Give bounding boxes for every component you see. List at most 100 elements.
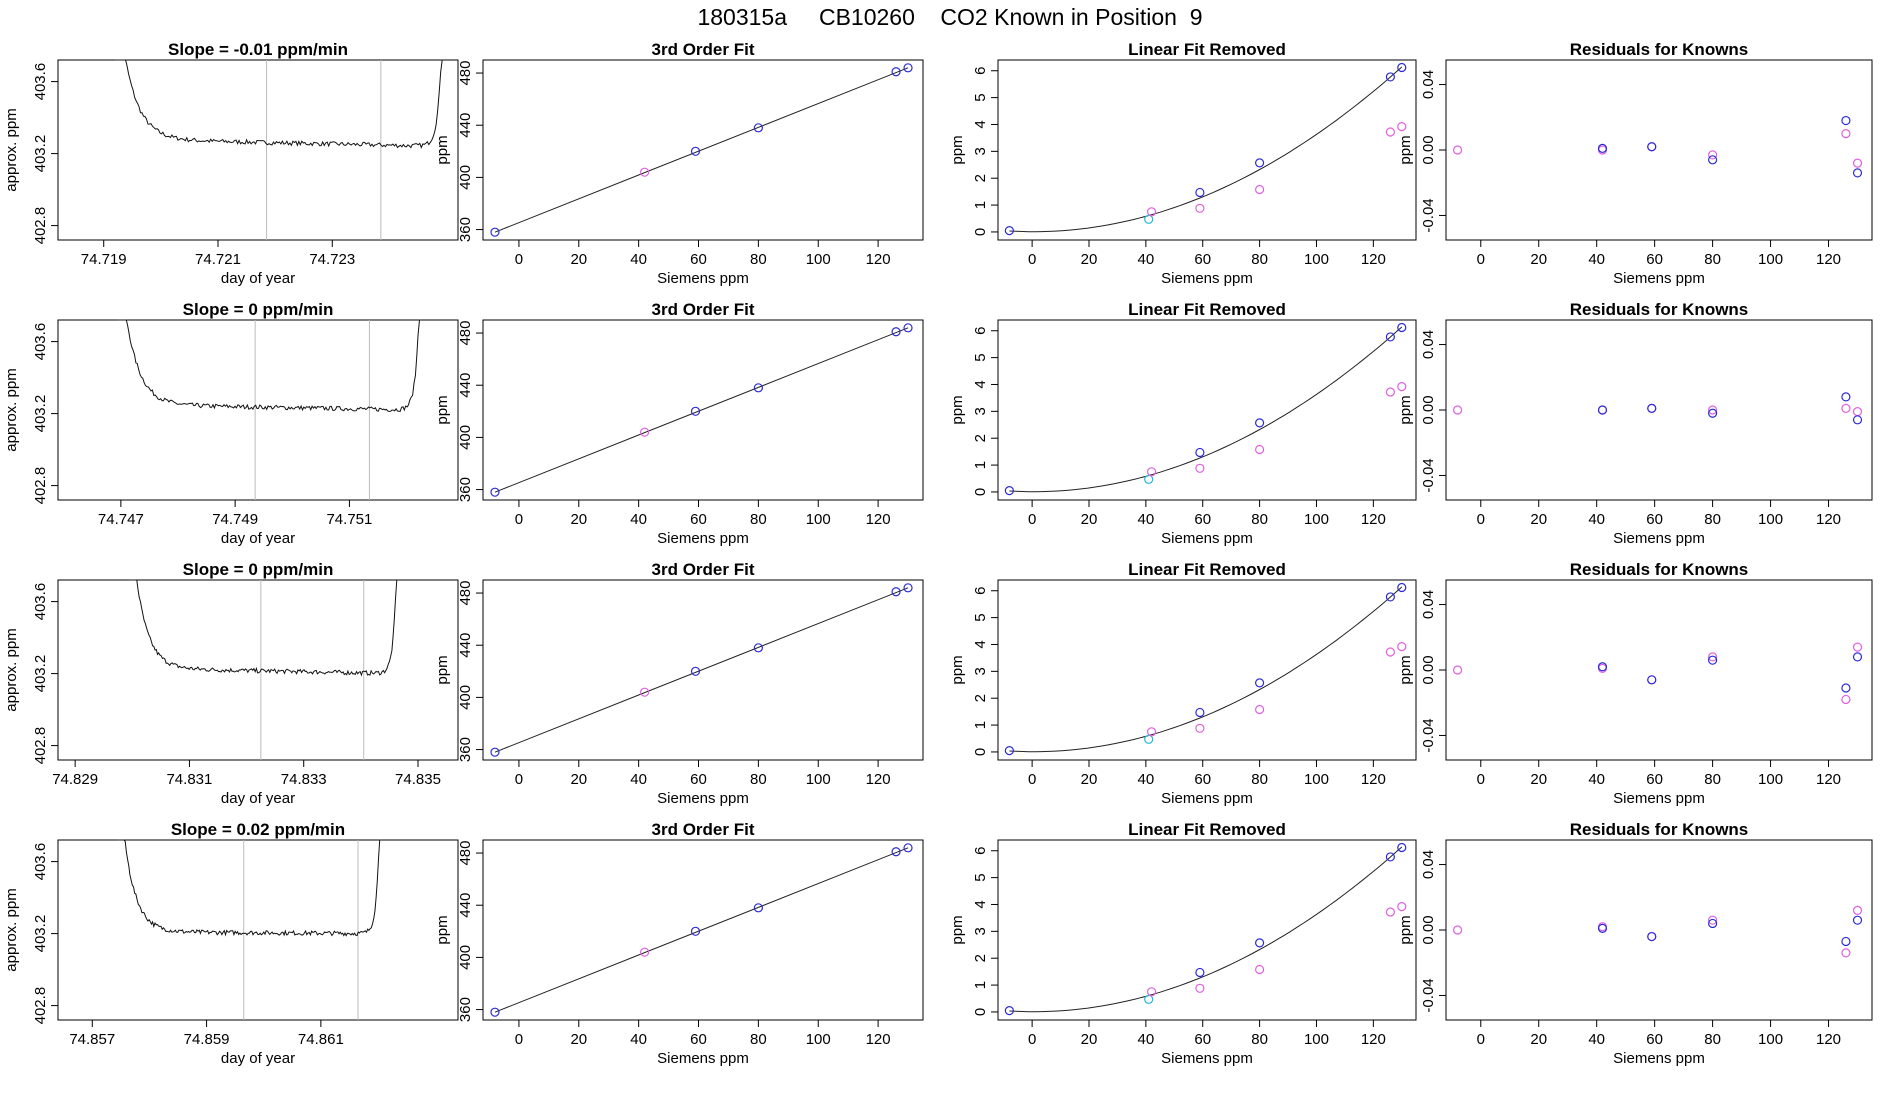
x-axis-label: Siemens ppm <box>657 270 749 287</box>
data-point <box>1852 415 1863 425</box>
data-point <box>1452 665 1463 675</box>
data-point <box>1708 652 1718 662</box>
x-tick-label: 20 <box>1081 1031 1098 1048</box>
panel-title: Linear Fit Removed <box>1128 820 1286 839</box>
x-tick-label: 80 <box>1251 771 1268 788</box>
x-tick-label: 80 <box>750 251 767 268</box>
panel-title: Residuals for Knowns <box>1570 560 1749 579</box>
y-tick-label: 5 <box>972 613 989 621</box>
x-tick-label: 60 <box>690 1031 707 1048</box>
panel-title: 3rd Order Fit <box>652 300 755 319</box>
x-tick-label: 120 <box>866 511 891 528</box>
plot-frame <box>57 319 459 501</box>
data-point <box>690 666 701 676</box>
y-axis-label: ppm <box>1397 655 1414 684</box>
data-point <box>1146 207 1157 217</box>
x-tick-label: 74.833 <box>281 771 327 788</box>
x-tick-label: 60 <box>1194 251 1211 268</box>
data-point <box>903 583 913 593</box>
y-tick-label: 2 <box>972 694 989 702</box>
data-point <box>753 643 763 653</box>
data-point <box>1195 463 1205 473</box>
data-point <box>1385 387 1396 397</box>
x-axis-label: day of year <box>221 790 295 807</box>
panel-title: 3rd Order Fit <box>652 40 755 59</box>
x-axis-label: Siemens ppm <box>1613 1050 1705 1067</box>
x-tick-label: 60 <box>690 251 707 268</box>
x-axis-label: Siemens ppm <box>1161 270 1253 287</box>
y-tick-label: 440 <box>457 633 474 658</box>
y-tick-label: 2 <box>972 434 989 442</box>
data-point <box>1397 842 1407 853</box>
data-point <box>490 487 500 497</box>
y-tick-label: 402.8 <box>32 727 49 765</box>
x-tick-label: 74.859 <box>184 1031 230 1048</box>
panel-title: Slope = 0.02 ppm/min <box>171 820 345 839</box>
data-point <box>690 926 701 936</box>
panel-title: Residuals for Knowns <box>1570 300 1749 319</box>
y-axis-label: approx. ppm <box>3 368 20 451</box>
panel-1-1: Slope = -0.01 ppm/min 74.719 74.721 74.723 4… <box>3 40 459 287</box>
plot-frame <box>57 59 459 241</box>
data-point <box>1004 1005 1014 1016</box>
y-tick-label: 0.00 <box>1420 135 1437 164</box>
x-tick-label: 120 <box>866 1031 891 1048</box>
y-tick-label: -0.04 <box>1420 458 1437 492</box>
x-axis-label: day of year <box>221 1050 295 1067</box>
data-point <box>1647 142 1657 152</box>
x-tick-label: 80 <box>1704 251 1721 268</box>
y-tick-label: 480 <box>457 321 474 346</box>
data-point <box>1385 127 1396 137</box>
y-tick-label: 400 <box>457 945 474 970</box>
data-point <box>1708 655 1718 665</box>
x-tick-label: 40 <box>1588 511 1605 528</box>
data-point <box>1452 145 1463 155</box>
x-tick-label: 60 <box>1194 771 1211 788</box>
data-point <box>1255 964 1265 975</box>
data-point <box>1841 115 1851 126</box>
y-tick-label: 400 <box>457 425 474 450</box>
y-tick-label: 6 <box>972 847 989 855</box>
x-tick-label: 0 <box>1028 511 1036 528</box>
data-point <box>640 167 650 177</box>
x-tick-label: 40 <box>1138 251 1155 268</box>
data-point <box>1146 467 1157 477</box>
x-tick-label: 74.747 <box>98 511 144 528</box>
data-point <box>640 427 650 437</box>
x-tick-label: 120 <box>1361 771 1386 788</box>
data-point <box>1195 203 1205 213</box>
x-tick-label: 40 <box>1588 1031 1605 1048</box>
x-axis-label: Siemens ppm <box>1613 530 1705 547</box>
y-axis-label: ppm <box>1397 395 1414 424</box>
x-tick-label: 120 <box>1361 511 1386 528</box>
plot-frame <box>1445 839 1873 1021</box>
x-tick-label: 40 <box>1588 771 1605 788</box>
plot-frame <box>997 579 1417 761</box>
data-point <box>1004 225 1014 236</box>
panel-3-2: 3rd Order Fit 0 20 40 60 80 100 120 360 400 440 480… <box>434 560 924 807</box>
plot-frame <box>1445 59 1873 241</box>
data-point <box>490 227 500 237</box>
data-point <box>640 687 650 697</box>
y-axis-label: approx. ppm <box>3 628 20 711</box>
x-tick-label: 60 <box>1194 511 1211 528</box>
data-point <box>1841 694 1851 705</box>
x-tick-label: 80 <box>1704 1031 1721 1048</box>
data-point <box>1385 592 1396 602</box>
x-tick-label: 80 <box>750 1031 767 1048</box>
y-tick-label: 360 <box>457 737 474 762</box>
x-tick-label: 120 <box>1816 1031 1841 1048</box>
x-tick-label: 74.721 <box>195 251 241 268</box>
y-axis-label: ppm <box>1397 915 1414 944</box>
x-tick-label: 20 <box>1530 251 1547 268</box>
x-tick-label: 100 <box>1758 1031 1783 1048</box>
data-point <box>891 67 901 77</box>
x-tick-label: 40 <box>1138 771 1155 788</box>
data-point <box>1597 662 1608 672</box>
x-tick-label: 120 <box>866 771 891 788</box>
panel-2-2: 3rd Order Fit 0 20 40 60 80 100 120 360 400 440 480… <box>434 300 924 547</box>
data-point <box>1852 905 1863 915</box>
plot-frame <box>482 319 924 501</box>
x-tick-label: 60 <box>1194 1031 1211 1048</box>
